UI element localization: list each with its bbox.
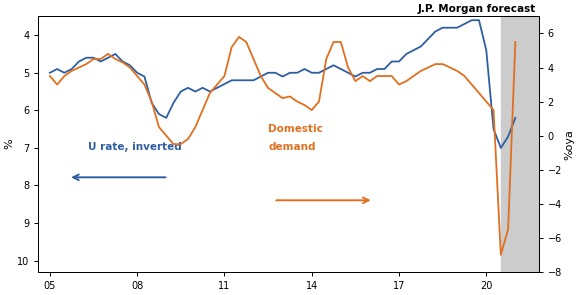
Y-axis label: %oya: %oya xyxy=(565,129,575,160)
Text: U rate, inverted: U rate, inverted xyxy=(88,142,182,152)
Text: demand: demand xyxy=(269,142,316,152)
Y-axis label: %: % xyxy=(4,139,14,150)
Text: J.P. Morgan forecast: J.P. Morgan forecast xyxy=(418,4,536,14)
Bar xyxy=(501,17,538,272)
Text: Domestic: Domestic xyxy=(269,124,323,134)
